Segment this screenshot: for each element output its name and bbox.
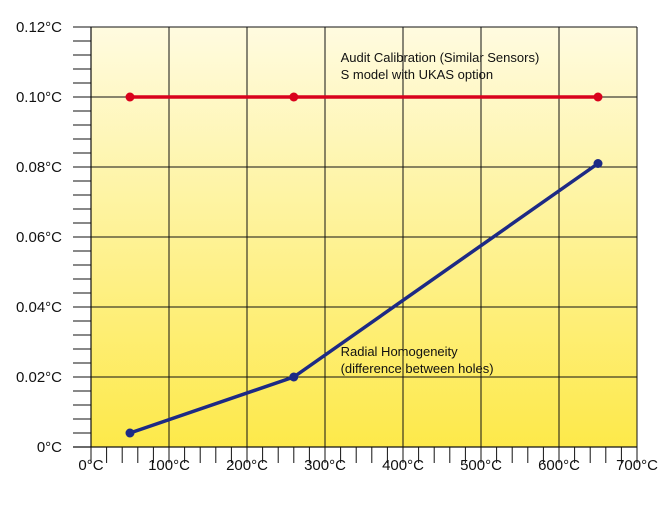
y-tick-labels: 0°C 0.02°C 0.04°C 0.06°C 0.08°C 0.10°C 0.12°C	[16, 19, 62, 456]
annotation-audit: Audit Calibration (Similar Sensors) S mod…	[341, 50, 540, 82]
x-tick-labels: 0°C 100°C 200°C 300°C 400°C 500°C 600°C 700°C	[78, 457, 658, 474]
minor-ticks	[73, 40, 638, 463]
x-tick-label: 200°C	[226, 457, 268, 474]
y-tick-label: 0.04°C	[16, 299, 62, 316]
annotation-line: Radial Homogeneity	[341, 344, 459, 359]
y-tick-label: 0.06°C	[16, 229, 62, 246]
y-tick-label: 0°C	[37, 439, 62, 456]
y-tick-label: 0.12°C	[16, 19, 62, 36]
x-tick-label: 700°C	[616, 457, 658, 474]
series	[125, 92, 603, 438]
axes	[73, 27, 637, 448]
x-tick-label: 0°C	[78, 457, 103, 474]
y-tick-label: 0.02°C	[16, 369, 62, 386]
data-point-audit	[125, 92, 135, 102]
y-tick-label: 0.10°C	[16, 89, 62, 106]
annotation-radial: Radial Homogeneity (difference between ho…	[341, 344, 494, 376]
annotations: Audit Calibration (Similar Sensors) S mod…	[341, 50, 540, 376]
y-tick-label: 0.08°C	[16, 159, 62, 176]
data-point-radial	[125, 428, 135, 438]
x-tick-label: 600°C	[538, 457, 580, 474]
x-tick-label: 100°C	[148, 457, 190, 474]
annotation-line: S model with UKAS option	[341, 67, 493, 82]
data-point-radial	[593, 159, 603, 168]
x-tick-label: 400°C	[382, 457, 424, 474]
annotation-line: (difference between holes)	[341, 361, 494, 376]
x-tick-label: 300°C	[304, 457, 346, 474]
data-point-radial	[289, 372, 299, 382]
data-point-audit	[289, 92, 299, 102]
data-point-audit	[593, 92, 603, 102]
x-tick-label: 500°C	[460, 457, 502, 474]
annotation-line: Audit Calibration (Similar Sensors)	[341, 50, 540, 65]
